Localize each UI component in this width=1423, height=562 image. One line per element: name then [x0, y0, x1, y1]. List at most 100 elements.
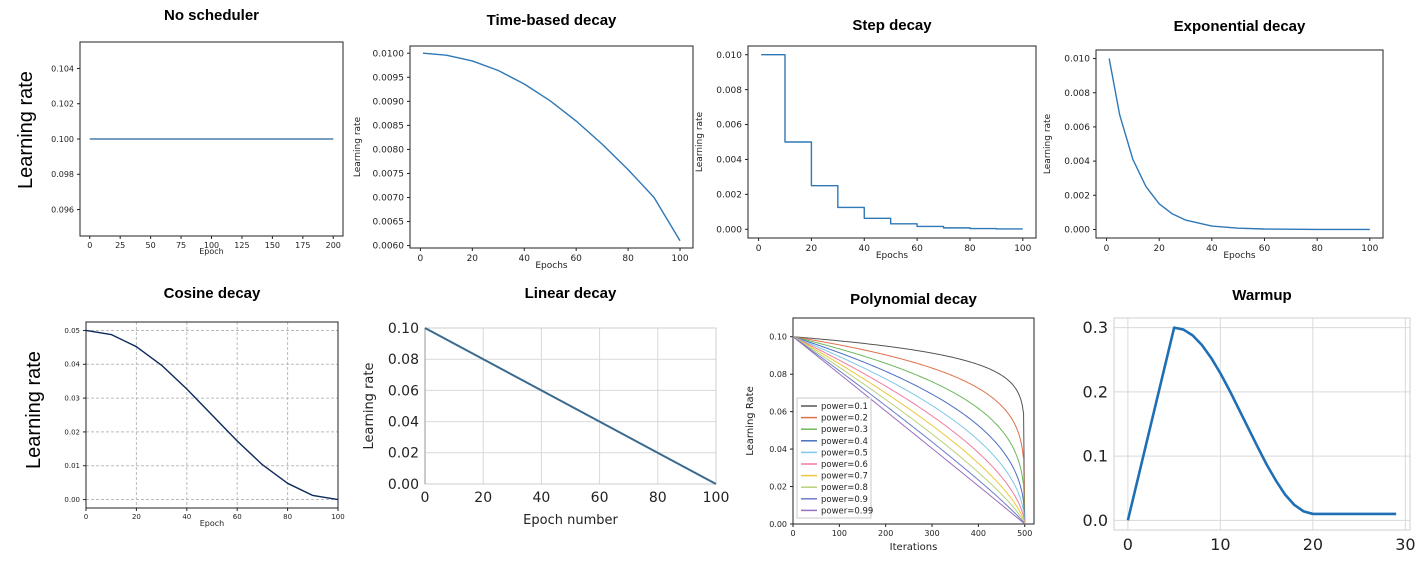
legend-label: power=0.6	[821, 460, 868, 470]
legend-label: power=0.5	[821, 448, 868, 458]
chart-panel: Warmup 0 10 20 30 0.0 0.1 0.2 0.3	[1083, 287, 1416, 554]
y-tick-label: 0.096	[51, 205, 74, 214]
y-tick-label: 0.04	[64, 361, 80, 369]
x-tick-label: 200	[326, 241, 341, 250]
x-tick-label: 60	[911, 244, 923, 254]
series-line	[792, 336, 1026, 525]
series-line	[761, 54, 1023, 230]
x-tick-label: 80	[1311, 244, 1323, 254]
y-tick-label: 0.08	[388, 352, 419, 368]
y-tick-label: 0.0080	[373, 146, 405, 156]
y-tick-label: 0.0070	[373, 194, 405, 204]
legend-label: power=0.99	[821, 506, 873, 516]
x-tick-label: 0	[87, 241, 92, 250]
row-label-top: Learning rate	[15, 71, 37, 189]
y-tick-label: 0.0090	[373, 97, 405, 107]
plot-frame	[1113, 317, 1411, 531]
y-tick-label: 0.08	[769, 370, 787, 379]
y-tick-label: 0.05	[64, 327, 80, 335]
y-tick-label: 0.04	[769, 445, 787, 454]
x-tick-label: 20	[1153, 244, 1165, 254]
x-axis-label: Epochs	[876, 251, 909, 261]
y-tick-label: 0.02	[769, 482, 787, 491]
x-tick-label: 300	[924, 529, 939, 538]
chart-panel: No scheduler 0 25 50 75 100 125 150 175 200 0.096 0…	[51, 7, 344, 256]
y-tick-label: 0.06	[388, 383, 419, 399]
x-tick-label: 100	[832, 529, 847, 538]
row-label-bottom: Learning rate	[23, 351, 45, 469]
x-axis-label: Epoch number	[523, 513, 618, 528]
y-axis-label: Learning rate	[353, 116, 363, 177]
y-tick-label: 0.102	[51, 100, 74, 109]
x-tick-label: 0	[84, 513, 88, 521]
x-tick-label: 20	[806, 244, 818, 254]
y-tick-label: 0.002	[716, 191, 742, 201]
legend-label: power=0.4	[821, 437, 868, 447]
y-axis-label: Learning rate	[362, 363, 377, 450]
x-tick-label: 100	[331, 513, 344, 521]
y-tick-label: 0.1	[1083, 447, 1108, 466]
x-tick-label: 125	[234, 241, 249, 250]
x-tick-label: 40	[182, 513, 191, 521]
series-line	[792, 336, 1026, 525]
x-tick-label: 0	[1123, 535, 1133, 554]
series-line	[792, 336, 1026, 525]
x-tick-label: 60	[233, 513, 242, 521]
y-tick-label: 0.104	[51, 64, 74, 73]
x-tick-label: 25	[115, 241, 125, 250]
legend: power=0.1power=0.2power=0.3power=0.4powe…	[796, 397, 873, 519]
plot-frame	[792, 317, 1035, 525]
chart-title: Time-based decay	[487, 12, 617, 29]
legend-label: power=0.9	[821, 495, 868, 505]
y-tick-label: 0.02	[388, 446, 419, 462]
x-tick-label: 20	[1303, 535, 1323, 554]
x-tick-label: 200	[878, 529, 893, 538]
y-axis-label: Learning rate	[1043, 113, 1053, 174]
y-tick-label: 0.0	[1083, 511, 1108, 530]
series-line	[792, 336, 1026, 525]
x-tick-label: 20	[132, 513, 141, 521]
series-line	[792, 336, 1026, 525]
y-tick-label: 0.02	[64, 428, 80, 436]
y-tick-label: 0.3	[1083, 318, 1108, 337]
x-tick-label: 100	[671, 254, 688, 264]
x-tick-label: 40	[859, 244, 871, 254]
plot-frame	[85, 321, 339, 509]
x-tick-label: 100	[703, 490, 730, 506]
x-tick-label: 0	[421, 490, 430, 506]
plot-frame	[747, 45, 1037, 239]
x-axis-label: Iterations	[890, 542, 938, 553]
y-tick-label: 0.00	[64, 496, 80, 504]
y-tick-label: 0.0095	[373, 73, 405, 83]
y-tick-label: 0.100	[51, 135, 74, 144]
x-tick-label: 20	[467, 254, 479, 264]
chart-title: Warmup	[1232, 287, 1291, 304]
y-tick-label: 0.10	[388, 321, 419, 337]
x-tick-label: 75	[176, 241, 186, 250]
chart-panel: Time-based decay 0 20 40 60 80 100 0.0060 0.0065…	[353, 12, 694, 271]
x-tick-label: 0	[790, 529, 795, 538]
plot-frame	[409, 45, 694, 249]
y-tick-label: 0.0100	[373, 49, 405, 59]
y-tick-label: 0.0060	[373, 242, 405, 252]
x-tick-label: 30	[1395, 535, 1415, 554]
x-tick-label: 0	[418, 254, 424, 264]
x-tick-label: 60	[570, 254, 582, 264]
x-tick-label: 60	[591, 490, 609, 506]
chart-title: Step decay	[852, 17, 932, 34]
y-tick-label: 0.06	[769, 407, 787, 416]
plot-frame	[1095, 49, 1384, 239]
chart-panel: Step decay 0 20 40 60 80 100 0.000 0.002 0.004 0.0…	[695, 17, 1037, 261]
series-line	[424, 327, 717, 485]
y-tick-label: 0.01	[64, 462, 80, 470]
y-axis-label: Learning rate	[695, 111, 705, 172]
series-line	[792, 336, 1026, 525]
x-axis-label: Epochs	[1223, 251, 1256, 261]
x-tick-label: 40	[519, 254, 531, 264]
y-axis-label: Learning Rate	[745, 386, 756, 456]
chart-panel: Exponential decay 0 20 40 60 80 100 0.000 0.002 0…	[1043, 18, 1384, 261]
series-line	[85, 329, 339, 501]
y-tick-label: 0.00	[769, 520, 787, 529]
y-tick-label: 0.004	[716, 156, 742, 166]
